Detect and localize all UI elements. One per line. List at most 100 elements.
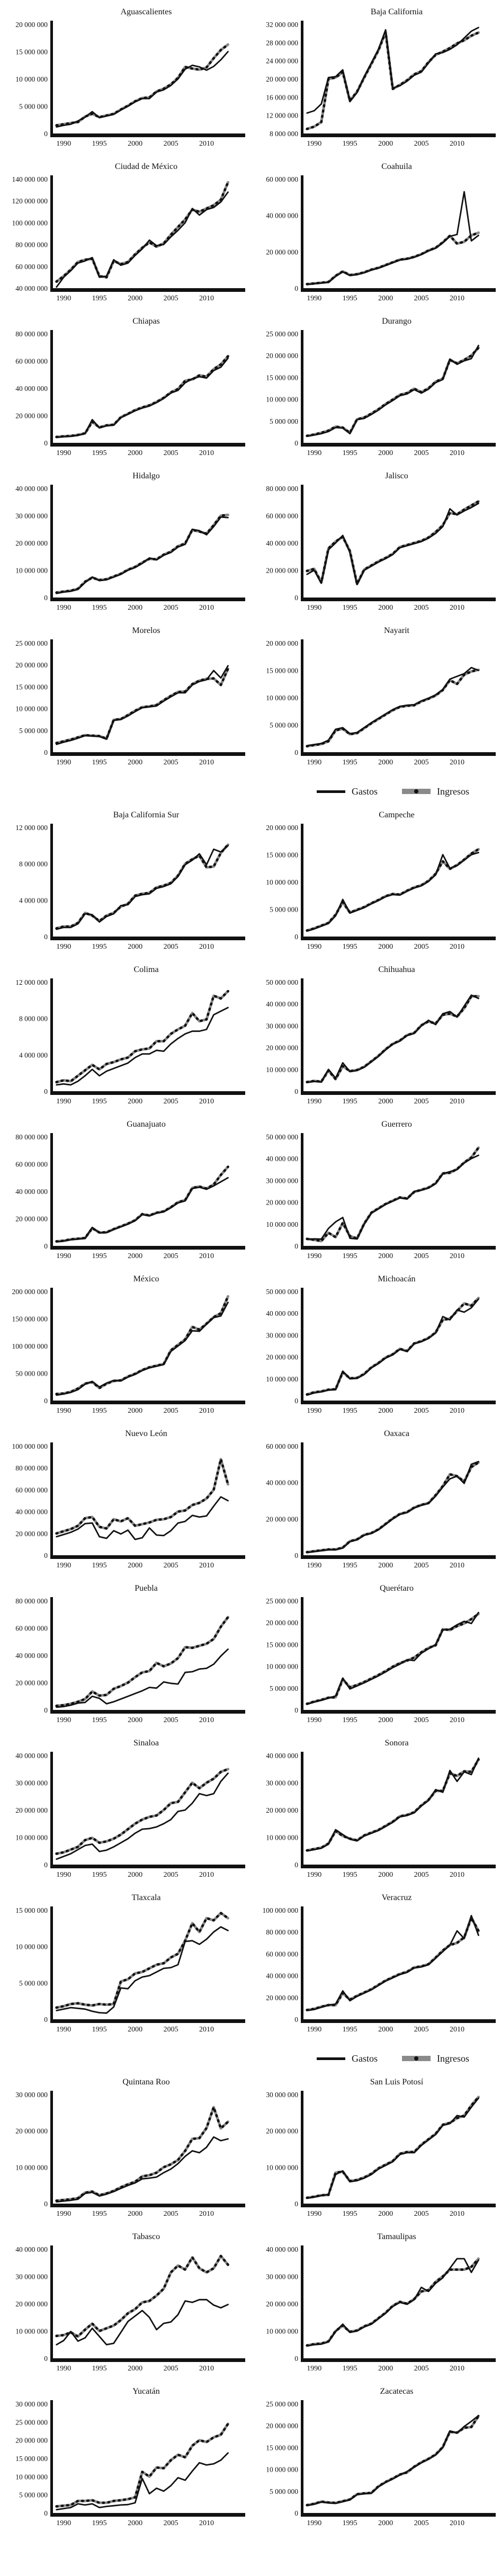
chart-plot: 0 4 000 000 8 000 000 12 000 000 1990 1995 200… [15,978,245,1106]
y-axis-tick-label: 20 000 000 [266,1199,298,1207]
y-axis-tick-label: 50 000 000 [15,1370,48,1378]
x-axis-tick-label: 1990 [307,1871,321,1879]
x-axis-spine [50,1865,245,1868]
y-axis-tick-label: 0 [294,1397,298,1405]
y-axis-tick-label: 0 [294,2509,298,2517]
y-axis-tick-label: 5 000 000 [19,2491,48,2499]
legend-bottom: Gastos Ingresos [0,2044,501,2073]
y-axis-tick-label: 32 000 000 [266,21,298,29]
x-axis-tick-label: 2000 [378,2210,393,2218]
y-axis-tick-label: 12 000 000 [15,978,48,986]
ingresos-line [55,1768,229,1855]
y-axis-spine [301,2400,303,2516]
y-axis-tick-label: 10 000 000 [266,2466,298,2474]
y-axis-spine [50,824,53,939]
gastos-line [56,1302,229,1396]
x-axis-tick-label: 1995 [92,759,107,766]
gastos-line-swatch [317,2057,345,2060]
x-axis-tick-label: 2010 [450,1407,464,1415]
x-axis-tick-label: 2005 [414,1407,429,1415]
ingresos-line-markers [306,231,480,286]
gastos-line [56,665,229,745]
x-axis-tick-label: 2010 [199,295,214,302]
chart-title: Colima [133,965,159,974]
chart-title: Guanajuato [127,1120,166,1129]
chart-plot: 0 20 000 000 40 000 000 60 000 000 1990 1995 2… [266,175,496,302]
x-axis-tick-label: 2005 [414,2026,429,2034]
y-axis-spine [50,2245,53,2361]
y-axis-spine [50,978,53,1094]
chart-plot: 0 10 000 000 20 000 000 30 000 000 40 000 00… [266,978,496,1106]
y-axis-tick-label: 15 000 000 [266,851,298,859]
chart-plot: 0 20 000 000 40 000 000 60 000 000 80 000 00… [15,1133,245,1260]
x-axis-tick-label: 2010 [450,295,464,302]
chart-panel: Jalisco 0 20 000 000 40 000 000 60 000 000 80… [250,467,501,622]
x-axis-tick-label: 1990 [307,604,321,612]
y-axis-tick-label: 8 000 000 [270,130,298,138]
y-axis-tick-label: 0 [44,130,48,138]
y-axis-tick-label: 10 000 000 [266,878,298,886]
y-axis-spine [301,485,303,600]
x-axis-tick-label: 1995 [343,759,357,766]
chart-title: Oaxaca [384,1429,409,1438]
x-axis-tick-label: 2010 [199,1871,214,1879]
x-axis-tick-label: 1995 [92,1716,107,1724]
y-axis-tick-label: 60 000 000 [15,358,48,366]
x-axis-tick-label: 2005 [414,449,429,457]
y-axis-tick-label: 0 [44,748,48,756]
x-axis-tick-label: 2010 [199,2026,214,2034]
x-axis-tick-label: 1995 [92,943,107,951]
x-axis-tick-label: 1990 [56,2026,71,2034]
chart-plot: 0 4 000 000 8 000 000 12 000 000 1990 1995 200… [15,824,245,951]
legend-item-ingresos: Ingresos [402,2053,469,2064]
y-axis-tick-label: 30 000 000 [266,2091,298,2099]
x-axis-tick-label: 2000 [128,2519,142,2527]
y-axis-tick-label: 4 000 000 [19,1051,48,1059]
x-axis-tick-label: 1990 [56,943,71,951]
chart-panel: Sonora 0 10 000 000 20 000 000 30 000 000 40 … [250,1734,501,1889]
x-axis-tick-label: 1990 [56,2210,71,2218]
chart-panel: Yucatán 0 5 000 000 10 000 000 15 000 000 20 … [0,2383,250,2537]
chart-plot: 40 000 000 60 000 000 80 000 000 100 000 00… [12,175,245,302]
y-axis-tick-label: 0 [294,1088,298,1095]
x-axis-tick-label: 2005 [164,1407,178,1415]
x-axis-tick-label: 1990 [307,1252,321,1260]
x-axis-tick-label: 2005 [164,1098,178,1106]
x-axis-spine [301,2358,496,2362]
x-axis-tick-label: 2000 [378,2365,393,2373]
y-axis-tick-label: 20 000 000 [266,1806,298,1814]
chart-title: Tabasco [132,2232,160,2241]
charts-grid-section-1: Aguascalientes 0 5 000 000 10 000 000 15 000… [0,3,501,777]
chart-title: Tlaxcala [131,1893,161,1902]
x-axis-tick-label: 1995 [92,295,107,302]
x-axis-tick-label: 2010 [450,140,464,148]
y-axis-tick-label: 10 000 000 [15,567,48,575]
x-axis-tick-label: 2005 [164,1252,178,1260]
gastos-line [56,2452,229,2511]
x-axis-tick-label: 2010 [450,449,464,457]
y-axis-tick-label: 80 000 000 [15,330,48,338]
chart-panel: México 0 50 000 000 100 000 000 150 000 000 2… [0,1270,250,1425]
y-axis-spine [301,1133,303,1249]
x-axis-tick-label: 1990 [56,2519,71,2527]
gastos-line [56,357,229,439]
ingresos-line [55,1295,229,1396]
gastos-line [56,1926,229,2014]
y-axis-tick-label: 20 000 000 [266,352,298,360]
y-axis-tick-label: 40 000 000 [15,284,48,292]
y-axis-tick-label: 40 000 000 [266,1752,298,1760]
x-axis-tick-label: 1990 [56,1871,71,1879]
y-axis-spine [50,1133,53,1249]
chart-panel: Hidalgo 0 10 000 000 20 000 000 30 000 000 40… [0,467,250,622]
ingresos-marker-dot [414,789,418,794]
y-axis-tick-label: 0 [294,1242,298,1250]
chart-title: Veracruz [381,1893,412,1902]
chart-title: Baja California Sur [113,810,180,819]
y-axis-spine [301,1288,303,1403]
x-axis-tick-label: 2010 [199,1252,214,1260]
chart-panel: Durango 0 5 000 000 10 000 000 15 000 000 20 … [250,313,501,467]
ingresos-line-markers [55,1768,229,1855]
x-axis-tick-label: 2010 [199,759,214,766]
y-axis-tick-label: 15 000 000 [266,667,298,675]
